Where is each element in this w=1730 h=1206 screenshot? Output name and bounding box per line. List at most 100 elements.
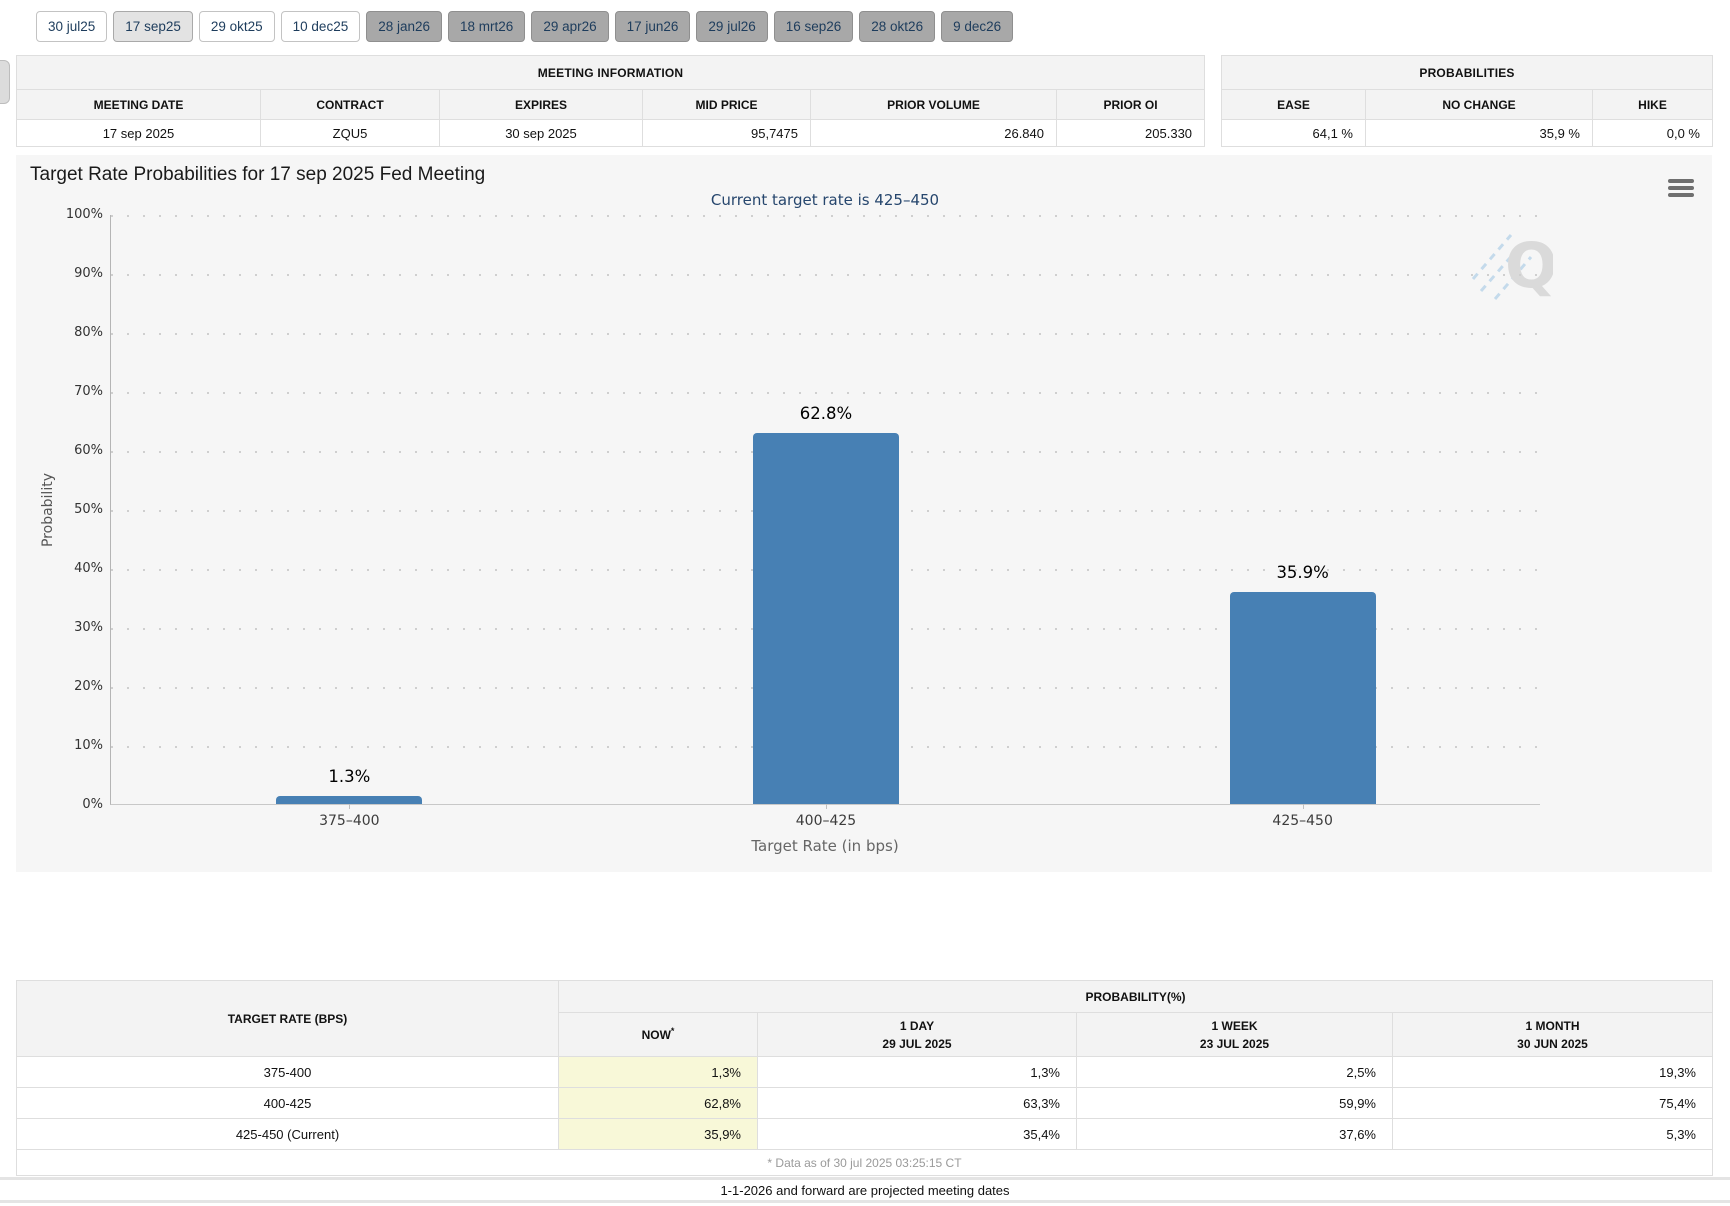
y-axis-tick-label: 100% (65, 207, 103, 222)
col-no-change: NO CHANGE (1365, 89, 1593, 120)
month-value: 19,3% (1392, 1056, 1713, 1088)
y-axis-tick-label: 70% (74, 384, 103, 399)
current-target-rate-note: Current target rate is 425–450 (710, 191, 940, 209)
now-value: 62,8% (558, 1087, 758, 1119)
hike-value: 0,0 % (1592, 119, 1713, 147)
prior-oi-value: 205.330 (1055, 119, 1206, 147)
no-change-value: 35,9 % (1365, 119, 1593, 147)
contract-value: ZQU5 (260, 119, 440, 147)
prior-volume-value: 26.840 (810, 119, 1057, 147)
probability-bar (276, 796, 423, 804)
y-axis-tick-label: 60% (74, 443, 103, 458)
date-tab-29-apr26[interactable]: 29 apr26 (531, 11, 609, 42)
probability-group-header: PROBABILITY(%) (558, 980, 1713, 1013)
section-divider (0, 1177, 1730, 1180)
chart-title: Target Rate Probabilities for 17 sep 202… (30, 164, 486, 185)
collapsed-panel-handle[interactable] (0, 60, 10, 104)
x-axis-tick-label: 400–425 (795, 813, 857, 829)
bar-chart-plot-area: 0% 10% 20% 30% 40% 50% 60% 70% 80% 90% 100% 1.3% 375… (66, 207, 1540, 829)
x-axis-tickmark (349, 804, 351, 809)
target-rate-chart-panel: Target Rate Probabilities for 17 sep 202… (16, 155, 1712, 872)
day-value: 35,4% (757, 1118, 1077, 1150)
y-gridline (111, 274, 1540, 276)
now-value: 1,3% (558, 1056, 758, 1088)
x-axis-tickmark (826, 804, 827, 809)
y-gridline (111, 392, 1540, 394)
y-axis-tick-label: 50% (74, 502, 103, 517)
date-tab-30-jul25[interactable]: 30 jul25 (36, 11, 108, 42)
col-1-day: 1 DAY 29 JUL 2025 (757, 1012, 1077, 1057)
meeting-date-value: 17 sep 2025 (16, 119, 261, 147)
y-axis-tick-label: 90% (74, 266, 103, 281)
col-ease: EASE (1221, 89, 1366, 120)
hamburger-menu-icon[interactable] (1668, 179, 1694, 200)
date-tab-17-jun26[interactable]: 17 jun26 (614, 11, 691, 42)
probability-bar (1229, 592, 1376, 804)
y-axis-tick-label: 10% (74, 738, 103, 753)
month-value: 75,4% (1392, 1087, 1713, 1119)
date-tab-9-dec26[interactable]: 9 dec26 (941, 11, 1014, 42)
now-value: 35,9% (558, 1118, 758, 1150)
col-prior-oi: PRIOR OI (1055, 89, 1206, 120)
col-hike: HIKE (1592, 89, 1713, 120)
date-tab-16-sep26[interactable]: 16 sep26 (773, 11, 854, 42)
quikstrike-watermark-icon: Q (1471, 217, 1558, 310)
y-axis-tick-label: 80% (74, 325, 103, 340)
date-tab-29-okt25[interactable]: 29 okt25 (198, 11, 275, 42)
y-axis-tick-label: 0% (82, 797, 103, 812)
x-axis-tick-label: 375–400 (319, 813, 380, 829)
date-tab-17-sep25[interactable]: 17 sep25 (113, 11, 193, 42)
date-tab-18-mrt26[interactable]: 18 mrt26 (448, 11, 526, 42)
col-expires: EXPIRES (439, 89, 643, 120)
month-value: 5,3% (1392, 1118, 1713, 1150)
week-value: 37,6% (1076, 1118, 1393, 1150)
col-prior-volume: PRIOR VOLUME (810, 89, 1057, 120)
projection-note: 1-1-2026 and forward are projected meeti… (720, 1183, 1010, 1198)
meeting-date-tabs: 30 jul25 17 sep25 29 okt25 10 dec25 28 jan26… (36, 11, 1014, 42)
expires-value: 30 sep 2025 (439, 119, 643, 147)
col-contract: CONTRACT (260, 89, 440, 120)
bar-value-label: 35.9% (1276, 563, 1329, 583)
day-value: 1,3% (757, 1056, 1077, 1088)
x-axis-tick-label: 425–450 (1272, 813, 1333, 829)
target-rate-bps-header: TARGET RATE (BPS) (16, 980, 559, 1057)
bar-value-label: 62.8% (799, 404, 853, 424)
table-row: 425-450 (Current) 35,9% 35,4% 37,6% 5,3% (16, 1118, 1713, 1150)
meeting-info-row: 17 sep 2025 ZQU5 30 sep 2025 95,7475 26.… (16, 119, 1206, 147)
x-axis-tickmark (1302, 804, 1304, 809)
y-axis-title: Probability (40, 473, 56, 548)
rate-range-current: 425-450 (Current) (16, 1118, 559, 1150)
svg-text:Q: Q (1505, 229, 1553, 302)
probability-history-table: TARGET RATE (BPS) PROBABILITY(%) NOW* 1 … (16, 980, 1713, 1176)
probabilities-title: PROBABILITIES (1221, 55, 1713, 90)
col-1-month: 1 MONTH 30 JUN 2025 (1392, 1012, 1713, 1057)
table-row: 375-400 1,3% 1,3% 2,5% 19,3% (16, 1056, 1713, 1088)
probabilities-summary-table: PROBABILITIES EASE NO CHANGE HIKE 64,1 %… (1221, 55, 1713, 147)
week-value: 59,9% (1076, 1087, 1393, 1119)
col-1-week: 1 WEEK 23 JUL 2025 (1076, 1012, 1393, 1057)
date-tab-28-jan26[interactable]: 28 jan26 (366, 11, 443, 42)
rate-range: 400-425 (16, 1087, 559, 1119)
data-as-of-footnote: * Data as of 30 jul 2025 03:25:15 CT (16, 1149, 1713, 1176)
meeting-info-table: MEETING INFORMATION MEETING DATE CONTRAC… (15, 55, 1206, 147)
date-tab-29-jul26[interactable]: 29 jul26 (696, 11, 768, 42)
bar-value-label: 1.3% (328, 767, 371, 787)
col-now: NOW* (558, 1012, 758, 1057)
week-value: 2,5% (1076, 1056, 1393, 1088)
x-axis-title: Target Rate (in bps) (751, 837, 899, 855)
probabilities-row: 64,1 % 35,9 % 0,0 % (1221, 119, 1713, 147)
rate-range: 375-400 (16, 1056, 559, 1088)
probability-bar (753, 433, 899, 804)
y-axis-tick-label: 20% (74, 679, 103, 694)
y-axis-tick-label: 30% (74, 620, 103, 635)
day-value: 63,3% (757, 1087, 1077, 1119)
table-row: 400-425 62,8% 63,3% 59,9% 75,4% (16, 1087, 1713, 1119)
date-tab-28-okt26[interactable]: 28 okt26 (859, 11, 936, 42)
col-meeting-date: MEETING DATE (16, 89, 261, 120)
date-tab-10-dec25[interactable]: 10 dec25 (280, 11, 361, 42)
y-gridline (111, 333, 1540, 335)
y-gridline (111, 215, 1540, 217)
mid-price-value: 95,7475 (642, 119, 811, 147)
y-axis-tick-label: 40% (74, 561, 103, 576)
ease-value: 64,1 % (1221, 119, 1366, 147)
